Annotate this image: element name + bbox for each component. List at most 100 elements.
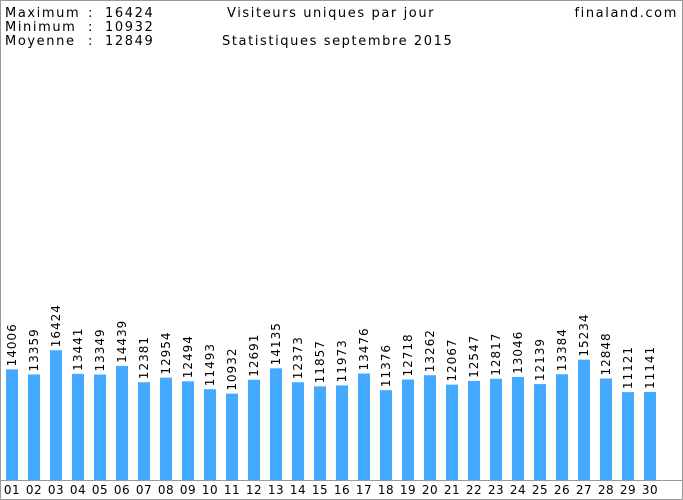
value-label: 10932 [225,347,239,390]
bar [270,368,282,480]
bar [72,373,84,480]
bar [446,384,458,480]
value-label: 12691 [247,334,261,377]
stat-value: 16424 [105,6,154,21]
x-tick-label: 20 [422,483,438,497]
value-label: 12373 [291,336,305,379]
stat-label: Moyenne [5,34,76,49]
bar [138,382,150,480]
x-tick-label: 29 [620,483,636,497]
x-tick-label: 30 [642,483,658,497]
value-label: 14006 [5,323,19,366]
bar [6,369,18,480]
value-label: 11973 [335,339,349,382]
x-tick-label: 11 [224,483,240,497]
bar [314,386,326,480]
x-tick-label: 06 [114,483,130,497]
bar [380,390,392,480]
stat-value: 12849 [105,34,154,49]
x-tick-label: 27 [576,483,592,497]
bar [50,350,62,480]
bar [248,379,260,480]
x-tick-label: 07 [136,483,152,497]
value-label: 12139 [533,338,547,381]
bar [94,374,106,480]
stat-separator: : [88,34,94,49]
x-tick-label: 12 [246,483,262,497]
x-tick-label: 18 [378,483,394,497]
chart-subtitle: Statistiques septembre 2015 [222,34,453,49]
x-tick-label: 17 [356,483,372,497]
x-tick-label: 28 [598,483,614,497]
x-tick-label: 16 [334,483,350,497]
value-label: 11141 [643,346,657,389]
stat-separator: : [88,6,94,21]
value-label: 12954 [159,331,173,374]
x-tick-label: 21 [444,483,460,497]
x-tick-label: 26 [554,483,570,497]
x-tick-label: 22 [466,483,482,497]
value-label: 12547 [467,335,481,378]
bar [512,376,524,480]
value-label: 13476 [357,327,371,370]
bar [160,377,172,480]
stat-value: 10932 [105,20,154,35]
value-label: 13262 [423,329,437,372]
bar [534,384,546,480]
value-label: 12067 [445,338,459,381]
x-tick-label: 24 [510,483,526,497]
bar [336,385,348,480]
x-tick-label: 14 [290,483,306,497]
x-tick-label: 15 [312,483,328,497]
value-label: 12817 [489,333,503,376]
x-tick-label: 03 [48,483,64,497]
x-tick-label: 08 [158,483,174,497]
value-label: 11376 [379,344,393,387]
bar [468,380,480,480]
x-tick-label: 10 [202,483,218,497]
bar [292,382,304,480]
value-label: 12494 [181,335,195,378]
bar [424,375,436,480]
x-tick-label: 09 [180,483,196,497]
chart-title: Visiteurs uniques par jour [227,6,435,21]
x-tick-label: 19 [400,483,416,497]
bar [490,378,502,480]
bar [556,374,568,480]
bar [182,381,194,480]
bar [204,389,216,480]
value-label: 15234 [577,313,591,356]
value-label: 13349 [93,328,107,371]
value-label: 13046 [511,331,525,374]
x-tick-label: 25 [532,483,548,497]
value-label: 13384 [555,328,569,371]
value-label: 13359 [27,328,41,371]
value-label: 13441 [71,328,85,371]
value-label: 11857 [313,340,327,383]
bar [578,359,590,480]
stat-separator: : [88,20,94,35]
stat-label: Maximum [5,6,80,21]
bar [358,373,370,480]
bar [402,379,414,480]
value-label: 12848 [599,332,613,375]
value-label: 14135 [269,322,283,365]
bar [116,365,128,480]
site-name: finaland.com [574,6,678,21]
bar [28,374,40,480]
bar [622,392,634,480]
bar [600,378,612,480]
x-tick-label: 04 [70,483,86,497]
value-label: 11121 [621,346,635,389]
x-tick-label: 23 [488,483,504,497]
stat-label: Minimum [5,20,76,35]
value-label: 11493 [203,343,217,386]
bar [226,393,238,480]
x-tick-label: 02 [26,483,42,497]
x-tick-label: 01 [4,483,20,497]
x-tick-label: 13 [268,483,284,497]
value-label: 14439 [115,320,129,363]
x-tick-label: 05 [92,483,108,497]
value-label: 12381 [137,336,151,379]
